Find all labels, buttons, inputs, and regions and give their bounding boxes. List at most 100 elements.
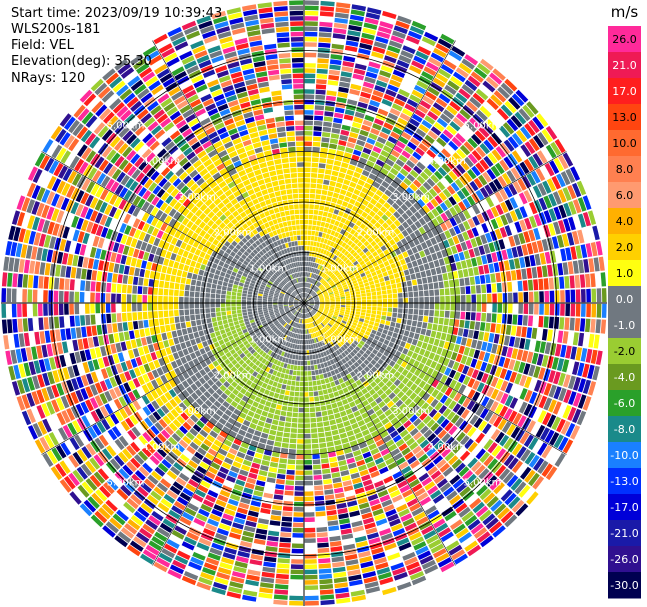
range-gate xyxy=(353,116,364,124)
range-gate xyxy=(376,31,391,39)
range-gate xyxy=(309,311,313,316)
range-gate xyxy=(455,287,461,295)
range-gate xyxy=(398,461,409,470)
range-gate xyxy=(319,447,328,454)
range-gate xyxy=(447,359,455,369)
range-gate xyxy=(436,382,444,391)
range-gate xyxy=(423,443,433,453)
range-gate xyxy=(383,93,395,102)
range-gate xyxy=(254,430,262,437)
range-gate xyxy=(289,600,304,606)
range-gate xyxy=(293,512,304,517)
range-gate xyxy=(550,450,562,465)
range-gate xyxy=(441,249,448,258)
range-gate xyxy=(455,502,468,514)
range-gate xyxy=(439,288,445,296)
range-gate xyxy=(443,239,450,249)
range-gate xyxy=(313,308,318,312)
range-gate xyxy=(427,163,437,173)
range-gate xyxy=(176,329,183,337)
range-gate xyxy=(210,332,216,339)
range-gate xyxy=(364,142,374,150)
range-gate xyxy=(353,427,361,435)
range-gate xyxy=(536,240,544,253)
range-gate xyxy=(376,210,384,218)
range-gate xyxy=(312,354,316,360)
range-gate xyxy=(404,200,413,208)
range-gate xyxy=(390,321,396,327)
range-gate xyxy=(390,194,398,202)
range-gate xyxy=(382,307,388,312)
range-gate xyxy=(261,410,268,417)
range-gate xyxy=(378,373,385,381)
range-gate xyxy=(373,385,381,392)
range-gate xyxy=(338,389,344,396)
range-gate xyxy=(424,303,429,310)
range-gate xyxy=(318,231,323,237)
range-gate xyxy=(291,548,304,554)
range-gate xyxy=(541,147,553,161)
range-gate xyxy=(448,440,459,450)
range-gate xyxy=(334,379,340,386)
range-gate xyxy=(440,177,450,188)
range-gate xyxy=(406,218,414,226)
range-gate xyxy=(366,160,375,168)
range-gate xyxy=(416,258,423,266)
range-gate xyxy=(543,210,552,223)
range-gate xyxy=(462,470,474,481)
range-gate xyxy=(499,434,510,447)
range-gate xyxy=(307,283,310,288)
range-gate xyxy=(295,386,300,392)
range-gate xyxy=(404,493,416,503)
range-gate xyxy=(320,315,325,320)
range-gate xyxy=(337,366,343,373)
range-gate xyxy=(385,253,392,260)
range-gate xyxy=(324,169,332,175)
range-gate xyxy=(430,470,442,480)
range-gate xyxy=(380,281,386,287)
range-gate xyxy=(411,483,423,493)
range-gate xyxy=(366,137,376,145)
range-gate xyxy=(414,487,426,497)
range-gate xyxy=(366,244,373,250)
range-gate xyxy=(436,181,446,191)
range-gate xyxy=(357,134,367,142)
range-gate xyxy=(510,167,521,180)
range-gate xyxy=(364,195,372,202)
range-gate xyxy=(478,245,486,255)
range-gate xyxy=(165,347,172,355)
range-gate xyxy=(323,394,330,400)
range-gate xyxy=(260,465,269,472)
range-gate xyxy=(341,262,347,268)
range-gate xyxy=(429,289,434,296)
range-gate xyxy=(407,455,417,465)
range-gate xyxy=(558,204,567,219)
range-gate xyxy=(329,359,335,365)
range-gate xyxy=(376,461,387,470)
range-gate xyxy=(294,491,304,496)
range-gate xyxy=(462,104,475,116)
range-gate xyxy=(333,439,342,446)
range-gate xyxy=(274,584,289,590)
range-gate xyxy=(457,269,464,278)
range-gate xyxy=(327,287,332,291)
range-gate xyxy=(500,201,509,213)
range-gate xyxy=(522,315,528,326)
range-gate xyxy=(410,137,420,146)
range-gate xyxy=(320,329,324,335)
range-gate xyxy=(327,342,333,348)
range-gate xyxy=(527,315,534,327)
range-gate xyxy=(319,242,324,248)
range-gate xyxy=(452,117,464,128)
range-gate xyxy=(406,249,414,256)
range-gate xyxy=(342,272,348,278)
range-gate xyxy=(340,303,346,305)
range-gate xyxy=(501,172,512,185)
range-gate xyxy=(465,473,477,485)
range-gate xyxy=(422,322,428,329)
range-gate xyxy=(285,480,295,486)
range-gate xyxy=(306,246,310,251)
range-gate xyxy=(377,307,382,311)
range-gate xyxy=(455,462,466,474)
range-gate xyxy=(434,363,442,372)
